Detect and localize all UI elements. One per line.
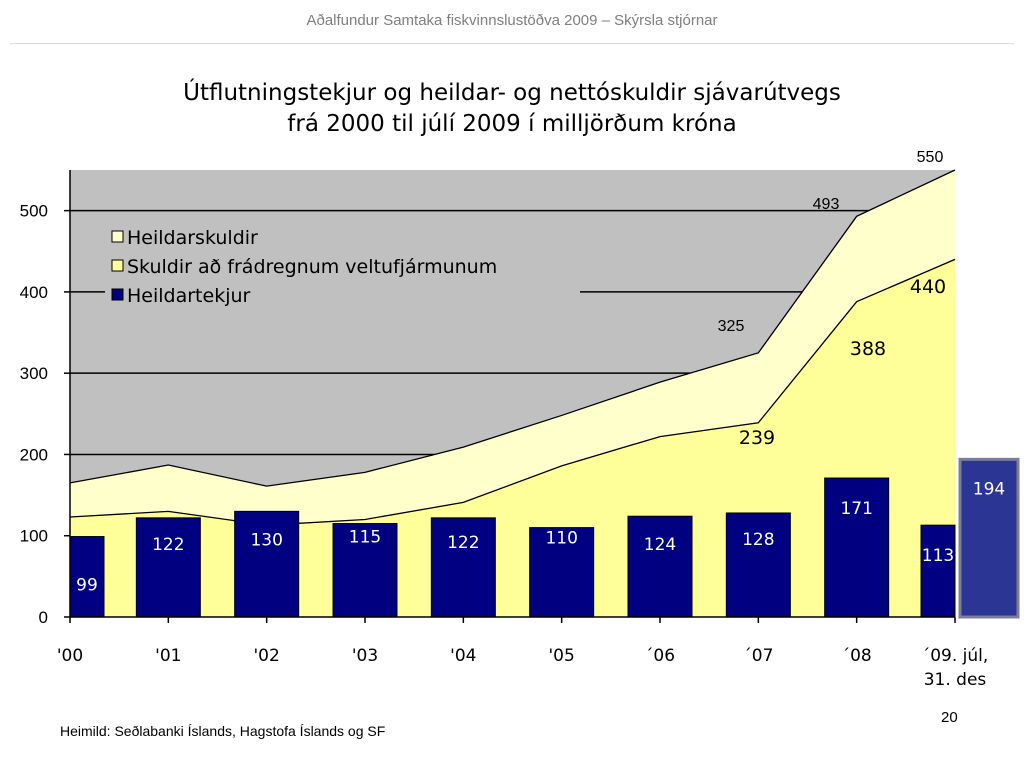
bar-value-label: 122	[152, 535, 184, 555]
net-debt-label: 388	[850, 338, 886, 360]
chart-title: Útflutningstekjur og heildar- og nettósk…	[0, 78, 1024, 140]
bar-revenue	[234, 510, 300, 618]
slide-header: Aðalfundur Samtaka fiskvinnslustöðva 200…	[306, 12, 718, 29]
total-debt-label: 325	[718, 318, 745, 335]
bar-value-label: 130	[250, 530, 282, 550]
x-tick-label: ´09. júl,	[922, 646, 989, 666]
x-tick-label: ´08	[842, 646, 872, 666]
bar-revenue	[69, 536, 105, 618]
bar-value-label: 113	[922, 546, 954, 566]
net-debt-line	[69, 258, 956, 526]
legend-swatch	[111, 259, 124, 272]
bar-value-label: 171	[840, 499, 872, 519]
legend-swatch	[111, 288, 124, 301]
header-divider	[10, 43, 1014, 44]
x-tick-label: '05	[549, 646, 575, 666]
bar-value-label-year-end: 194	[973, 479, 1005, 499]
x-tick-label: ´06	[645, 646, 675, 666]
bar-revenue	[135, 517, 201, 618]
x-tick-label: '00	[57, 646, 83, 666]
y-tick-label: 200	[20, 445, 48, 464]
x-tick-label: ´07	[743, 646, 773, 666]
net-debt-label: 239	[739, 427, 775, 449]
bar-revenue	[920, 524, 956, 618]
y-tick-label: 400	[20, 283, 48, 302]
bar-value-label: 122	[447, 533, 479, 553]
x-tick-label: '01	[155, 646, 181, 666]
legend-label: Skuldir að frádregnum veltufjármunum	[127, 256, 497, 278]
total-debt-line	[69, 169, 956, 487]
chart-title-line2: frá 2000 til júlí 2009 í milljörðum krón…	[287, 111, 737, 137]
total-debt-label: 550	[917, 149, 944, 166]
net-debt-label: 440	[910, 276, 946, 298]
legend-swatch	[111, 230, 124, 243]
x-tick-label: '04	[450, 646, 476, 666]
x-tick-label: '02	[254, 646, 280, 666]
source-note: Heimild: Seðlabanki Íslands, Hagstofa Ís…	[60, 723, 386, 739]
y-tick-label: 300	[20, 364, 48, 383]
chart-title-line1: Útflutningstekjur og heildar- og nettósk…	[183, 80, 841, 106]
bar-revenue	[725, 512, 791, 618]
y-tick-label: 100	[20, 527, 48, 546]
total-debt-label: 493	[813, 196, 840, 213]
bar-revenue	[430, 517, 496, 618]
y-tick-label: 0	[39, 608, 48, 627]
bar-value-label: 115	[349, 528, 381, 548]
bar-revenue	[627, 515, 693, 618]
bar-revenue	[332, 523, 398, 618]
bar-value-label: 110	[545, 529, 577, 549]
bar-value-label: 99	[76, 576, 98, 596]
bar-value-label: 124	[644, 535, 676, 555]
bar-revenue-year-end	[958, 457, 1020, 619]
legend-label: Heildartekjur	[127, 285, 251, 307]
x-tick-label-line2: 31. des	[924, 670, 987, 690]
legend-box	[105, 222, 580, 307]
y-tick-label: 500	[20, 202, 48, 221]
bar-value-label: 128	[742, 530, 774, 550]
legend-label: Heildarskuldir	[127, 227, 258, 249]
page-number: 20	[941, 709, 958, 726]
x-tick-label: '03	[352, 646, 378, 666]
